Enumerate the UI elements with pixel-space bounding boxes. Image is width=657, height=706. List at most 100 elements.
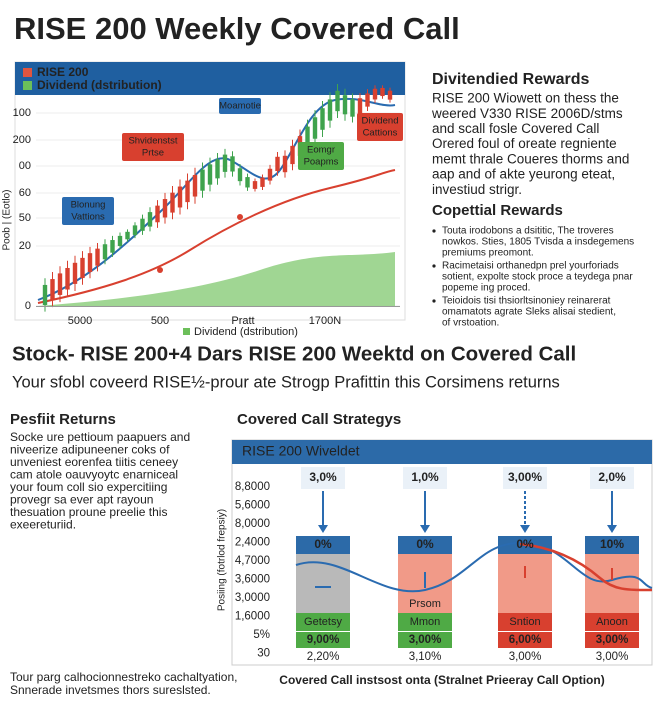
column-head — [296, 536, 350, 554]
x-tick-label: 1700N — [309, 315, 341, 327]
candle — [87, 253, 93, 272]
candle — [312, 117, 318, 139]
paragraph-line: weered V330 RISE 2006D/stms — [431, 106, 623, 121]
paragraph-line: cam atole oauvyoytc enarniceal — [10, 468, 178, 482]
title: RISE 200 Weekly Covered Call — [14, 11, 460, 46]
column-foot — [498, 613, 552, 631]
candle — [162, 199, 168, 218]
bullet — [432, 229, 436, 233]
y-tick-label: 200 — [13, 134, 31, 146]
annotation-box — [122, 133, 184, 161]
annotation-label: Moamotie — [219, 101, 261, 112]
column-note: 3,00% — [596, 651, 629, 663]
bullet — [432, 264, 436, 268]
footer-line: Tour parg calhocionnestreko cachaltyatio… — [10, 670, 237, 684]
column-head-label: 0% — [516, 537, 534, 551]
y-tick-label: 5,6000 — [235, 500, 270, 512]
legend-swatch — [23, 68, 32, 77]
bullet-line: Racimetaisi orthanedpn prel yourforiads — [442, 261, 619, 272]
annotation-label: Cattions — [363, 128, 398, 139]
annotation-box — [357, 113, 403, 141]
top-label-box — [503, 467, 547, 489]
legend-label: RISE 200 — [37, 65, 89, 79]
candle — [140, 218, 145, 231]
section-title: Divitendied Rewards — [432, 71, 589, 88]
candle — [170, 192, 175, 213]
y-tick-label: 30 — [257, 648, 270, 660]
bullet-line: premiums preomont. — [442, 248, 534, 259]
annotation-label: Dividend — [362, 116, 399, 127]
arrow-head — [318, 525, 328, 533]
bullet-line: popeme ing proced. — [442, 283, 530, 294]
candle — [200, 169, 205, 191]
candle — [230, 156, 235, 172]
annotation-box — [62, 197, 114, 225]
y-tick-label: 60 — [19, 187, 31, 199]
column-mid-label: Prsom — [409, 598, 441, 610]
legend-swatch — [23, 81, 32, 90]
paragraph-line: memt thrale Coueres thorms and — [432, 151, 629, 166]
arrow-head — [607, 525, 617, 533]
candle — [110, 240, 115, 253]
candle — [387, 90, 393, 100]
paragraph-line: and scall fosle Covered Call — [432, 121, 599, 136]
subtitle: Your sfobl coveerd RISE½-prour ate Strog… — [12, 373, 560, 391]
column-foot — [398, 613, 452, 631]
annotation-label: Poapms — [304, 157, 339, 168]
candle — [147, 212, 153, 227]
y-axis-label: Posiing (fotrlod frepsiy) — [217, 509, 228, 611]
paragraph-line: your foum coll sio expercitiing — [10, 480, 167, 494]
y-tick-label: 8,0000 — [235, 518, 270, 530]
y-tick-label: 2,4000 — [235, 537, 270, 549]
candle — [357, 98, 363, 114]
arrow-head — [520, 525, 530, 533]
column-value-box — [498, 632, 552, 648]
candle — [65, 267, 70, 290]
section-title: Copettial Rewards — [432, 202, 563, 219]
annotation-label: Vattions — [71, 212, 105, 223]
y-tick-label: 100 — [13, 107, 31, 119]
column-value: 9,00% — [307, 634, 340, 646]
paragraph-line: exeereturiid. — [10, 518, 76, 532]
candle — [372, 88, 378, 100]
bullet-line: sotient, expolte stock proce a teydega p… — [442, 272, 633, 283]
column-foot — [296, 613, 350, 631]
red-line — [37, 169, 396, 304]
candle — [215, 159, 220, 179]
paragraph-line: thesuation proune preelie this — [10, 505, 167, 519]
bullet-line: Teioidois tisi thsiorltsinoniey reinarer… — [442, 296, 611, 307]
paragraph-line: niveerize adipuneener coks of — [10, 443, 170, 457]
top-chart-header — [15, 62, 405, 95]
footer-line: Snnerade invetsmes thors sureslsted. — [10, 683, 211, 697]
column-note: 3,00% — [509, 651, 542, 663]
y-tick-label: 00 — [19, 160, 31, 172]
section-title: Pesfiit Returns — [10, 411, 116, 428]
column-name: Sntion — [509, 616, 540, 628]
annotation-label: Prtse — [142, 148, 164, 159]
y-axis-label: Poob | (Eotlo) — [2, 190, 13, 251]
top-label-box — [403, 467, 447, 489]
candle — [222, 154, 228, 172]
arrow-head — [420, 525, 430, 533]
column-foot — [585, 613, 639, 631]
candle — [57, 273, 63, 295]
candle — [132, 225, 138, 235]
column-note: 3,10% — [409, 651, 442, 663]
candle — [177, 186, 183, 208]
column-value: 6,00% — [509, 634, 542, 646]
paragraph-line: Orered foul of oreate regniente — [432, 136, 617, 151]
y-tick-label: 8,8000 — [235, 481, 270, 493]
strategy-plot — [295, 467, 653, 648]
column-top-label: 3,00% — [508, 470, 542, 484]
column-top-label: 1,0% — [411, 470, 439, 484]
y-tick-label: 3,6000 — [235, 574, 270, 586]
column-head-label: 10% — [600, 537, 624, 551]
candle — [342, 95, 348, 115]
plot-axis — [36, 306, 400, 307]
x-tick-label: 5000 — [68, 315, 92, 327]
y-tick-label: 3,0000 — [235, 592, 270, 604]
bullet-line: nowkos. Sties, 1805 Tvisda a insdegemens — [442, 237, 634, 248]
dot — [237, 214, 243, 220]
area — [38, 252, 395, 306]
blue-line — [37, 97, 396, 301]
